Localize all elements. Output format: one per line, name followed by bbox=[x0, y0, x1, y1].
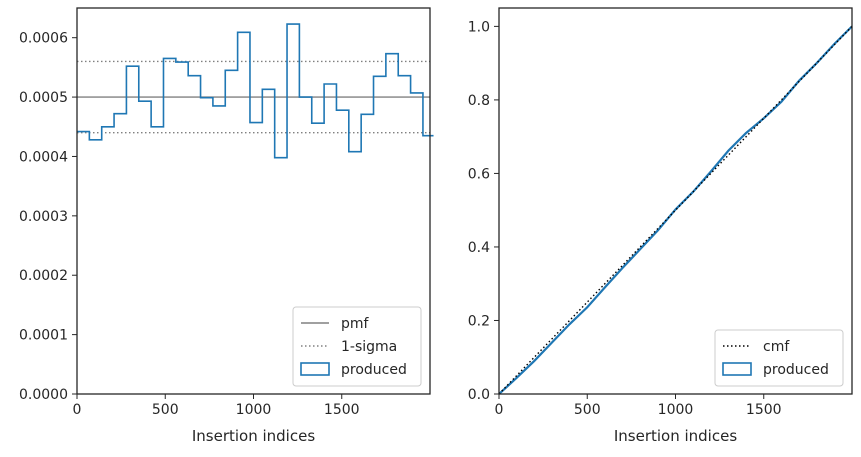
right-x-tick-label: 1500 bbox=[746, 402, 782, 418]
right-legend-box bbox=[714, 329, 844, 387]
left-legend-label: 1-sigma bbox=[341, 339, 397, 355]
left-legend-label: produced bbox=[341, 362, 407, 378]
right-y-tick-label: 0.6 bbox=[468, 166, 490, 182]
right-x-axis-label: Insertion indices bbox=[614, 427, 737, 445]
left-x-tick-label: 1000 bbox=[236, 402, 272, 418]
left-legend-box bbox=[292, 306, 422, 387]
right-y-tick-label: 0.0 bbox=[468, 387, 490, 403]
left-legend-produced-swatch bbox=[300, 362, 330, 376]
left-y-tick-label: 0.0005 bbox=[19, 90, 68, 106]
left-y-tick-label: 0.0001 bbox=[19, 328, 68, 344]
right-legend-label: cmf bbox=[763, 339, 790, 355]
left-y-tick-label: 0.0004 bbox=[19, 149, 68, 165]
left-y-tick-label: 0.0002 bbox=[19, 268, 68, 284]
right-x-tick-label: 1000 bbox=[658, 402, 694, 418]
right-y-tick-label: 0.8 bbox=[468, 93, 490, 109]
right-legend-produced-swatch bbox=[722, 362, 752, 376]
left-x-axis-label: Insertion indices bbox=[192, 427, 315, 445]
right-y-tick-label: 1.0 bbox=[468, 19, 490, 35]
left-y-tick-label: 0.0000 bbox=[19, 387, 68, 403]
left-y-tick-label: 0.0006 bbox=[19, 31, 68, 47]
right-cmf-line bbox=[498, 25, 853, 395]
left-x-tick-label: 1500 bbox=[324, 402, 360, 418]
left-x-tick-label: 500 bbox=[152, 402, 179, 418]
left-x-tick-label: 0 bbox=[73, 402, 82, 418]
right-legend-label: produced bbox=[763, 362, 829, 378]
right-x-tick-label: 0 bbox=[495, 402, 504, 418]
right-x-tick-label: 500 bbox=[574, 402, 601, 418]
right-y-tick-label: 0.4 bbox=[468, 240, 490, 256]
right-y-tick-label: 0.2 bbox=[468, 313, 490, 329]
left-y-tick-label: 0.0003 bbox=[19, 209, 68, 225]
left-produced-step-series bbox=[77, 23, 434, 159]
left-legend-label: pmf bbox=[341, 316, 370, 332]
